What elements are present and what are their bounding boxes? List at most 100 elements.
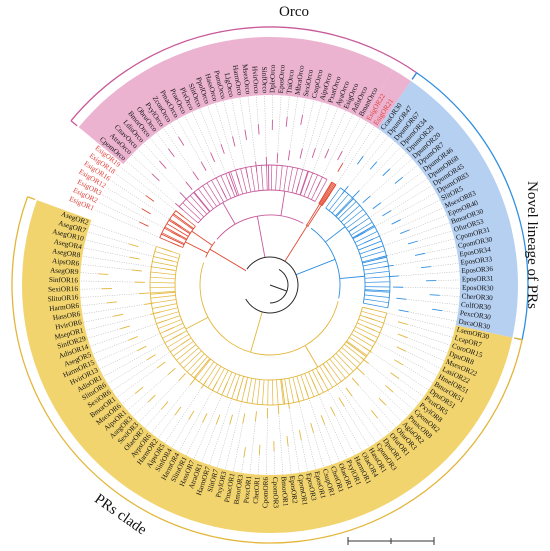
leaf-label: CpomOR6 xyxy=(261,476,270,508)
branch-link xyxy=(346,213,367,229)
tip-branch xyxy=(139,221,149,227)
tip-branch xyxy=(179,192,188,201)
branch-link xyxy=(162,326,185,339)
leader-line xyxy=(125,160,176,204)
leader-line xyxy=(387,238,455,256)
leader-line xyxy=(315,388,348,459)
leader-line xyxy=(80,293,140,298)
leaf-label: CherOR30 xyxy=(461,292,493,302)
branch-link xyxy=(186,198,205,218)
leader-line xyxy=(80,280,136,283)
branch-link xyxy=(344,343,365,361)
internal-branch xyxy=(295,258,336,276)
tip-branch xyxy=(167,367,176,376)
branch-link xyxy=(256,379,261,405)
leader-line xyxy=(137,148,181,193)
leader-line xyxy=(106,187,143,209)
tip-branch xyxy=(391,219,401,225)
leader-line xyxy=(309,107,338,182)
tip-branch xyxy=(429,294,440,296)
leader-line xyxy=(430,263,459,267)
leaf-label: BmorOR1 xyxy=(279,476,289,507)
leaf-label: SinfOR16 xyxy=(49,276,79,285)
leader-line xyxy=(408,311,457,322)
leader-line xyxy=(371,352,429,391)
branch-link xyxy=(152,261,177,267)
branch-link xyxy=(325,187,341,209)
branch-link xyxy=(349,337,371,352)
leaf-label: SlituOR16 xyxy=(47,293,79,303)
leader-line xyxy=(273,450,275,475)
internal-branch xyxy=(307,204,322,227)
leader-line xyxy=(144,409,162,429)
branch-link xyxy=(364,276,390,279)
leaf-label: MsexOrco xyxy=(241,64,253,95)
tip-branch xyxy=(210,152,216,163)
internal-arc xyxy=(205,241,216,258)
internal-branch xyxy=(319,182,334,205)
tip-branch xyxy=(356,367,365,375)
branch-link xyxy=(236,376,244,401)
branch-link xyxy=(363,298,389,304)
leader-line xyxy=(107,359,148,384)
internal-branch xyxy=(185,316,209,330)
leader-line xyxy=(177,119,202,163)
branch-link xyxy=(326,361,342,382)
tip-branch xyxy=(161,401,169,410)
tip-branch xyxy=(174,406,182,416)
branch-link xyxy=(287,167,293,192)
tip-branch xyxy=(298,429,302,440)
leader-line xyxy=(302,100,315,149)
leader-line xyxy=(302,98,307,116)
internal-branch xyxy=(191,230,213,246)
leader-line xyxy=(439,295,460,297)
branch-link xyxy=(291,168,299,193)
internal-branch xyxy=(193,358,211,379)
tip-branch xyxy=(320,415,326,425)
branch-link xyxy=(311,176,323,200)
internal-branch xyxy=(164,226,188,240)
branch-link xyxy=(288,378,295,403)
leader-line xyxy=(407,337,448,354)
tip-branch xyxy=(330,406,336,416)
leader-line xyxy=(334,415,355,456)
tip-branch xyxy=(232,136,236,147)
branch-link xyxy=(178,206,199,224)
branch-link xyxy=(318,181,332,204)
branch-link xyxy=(175,210,196,227)
branch-link xyxy=(194,358,211,379)
internal-branch xyxy=(362,256,387,264)
branch-link xyxy=(241,377,248,402)
leaf-label: PexcOR1 xyxy=(242,475,253,504)
internal-branch xyxy=(250,311,263,353)
orco_full-bracket-end xyxy=(70,120,78,127)
leader-line xyxy=(99,350,138,370)
leader-line xyxy=(298,402,316,470)
branch-link xyxy=(280,379,284,405)
branch-link xyxy=(283,166,288,192)
tip-branch xyxy=(378,397,387,406)
prs-bracket xyxy=(11,196,523,544)
branch-link xyxy=(220,175,232,199)
leaf-label: EposOR33 xyxy=(460,255,493,267)
branch-link xyxy=(164,227,187,241)
branch-link xyxy=(363,265,389,271)
leader-line xyxy=(409,214,447,231)
branch-link xyxy=(207,366,222,388)
branch-link xyxy=(364,294,390,298)
branch-link xyxy=(150,282,176,284)
internal-arc xyxy=(387,273,391,308)
leaf-label: AipsOR6 xyxy=(52,257,80,268)
tip-branch xyxy=(156,361,166,369)
leader-line xyxy=(307,395,332,465)
tip-branch xyxy=(257,124,260,135)
internal-arc xyxy=(332,182,335,184)
leader-line xyxy=(301,439,308,472)
tip-branch xyxy=(324,148,330,159)
branch-link xyxy=(150,295,176,299)
branch-link xyxy=(362,255,387,263)
leader-line xyxy=(376,141,395,162)
leader-line xyxy=(193,391,224,460)
tip-branch xyxy=(147,394,156,403)
leader-line xyxy=(264,95,267,158)
